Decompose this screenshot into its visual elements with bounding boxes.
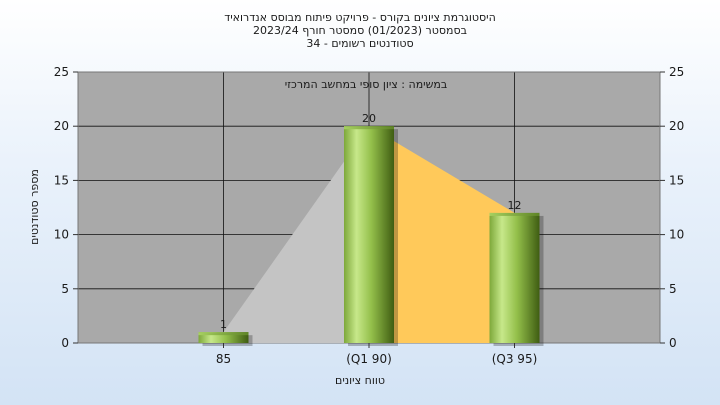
bar-top: [344, 126, 394, 130]
chart-title-line-2: בסמסטר (01/2023) סמסטר חורף 2023/24: [253, 24, 467, 37]
data-label: 12: [508, 199, 522, 212]
y-tick-label-right: 0: [669, 336, 677, 350]
y-tick-label-left: 10: [54, 228, 69, 242]
y-axis-right-ticks: 0 5 10 15 20 25: [660, 65, 684, 350]
x-axis-label: טווח ציונים: [335, 374, 385, 387]
y-tick-label-left: 5: [61, 282, 69, 296]
bar: [489, 212, 540, 343]
y-tick-label-left: 20: [54, 119, 69, 133]
y-tick-label-right: 25: [669, 65, 684, 79]
bar-top: [198, 332, 249, 336]
x-tick-label: (Q1 90): [346, 352, 392, 366]
y-axis-left-ticks: 0 5 10 15 20 25: [54, 65, 78, 350]
x-tick-label: 85: [216, 352, 231, 366]
data-label: 20: [362, 112, 376, 125]
data-label: 1: [220, 318, 227, 331]
bar: [344, 126, 394, 343]
trend-area-segment: [223, 126, 369, 343]
bar-top: [489, 212, 540, 216]
x-axis-ticks: 85 (Q1 90) (Q3 95): [216, 343, 537, 366]
chart-annotation: במשימה : ציון סופי במחשב המרכזי: [285, 78, 448, 91]
trend-area-segment: [369, 126, 515, 343]
y-tick-label-right: 10: [669, 228, 684, 242]
chart-title: היסטוגרמת ציונים בקורס - פרויקט פיתוח מב…: [224, 11, 496, 50]
y-tick-label-left: 0: [61, 336, 69, 350]
bar: [198, 332, 249, 343]
y-tick-label-left: 25: [54, 65, 69, 79]
chart-title-line-1: היסטוגרמת ציונים בקורס - פרויקט פיתוח מב…: [224, 11, 496, 24]
y-tick-label-right: 5: [669, 282, 677, 296]
data-labels: 1 20 12: [220, 112, 522, 331]
chart-title-line-3: סטודנטים רשומים - 34: [306, 37, 413, 50]
y-tick-label-right: 15: [669, 173, 684, 187]
y-tick-label-left: 15: [54, 173, 69, 187]
y-axis-label: מספר סטודנטים: [28, 169, 41, 245]
x-tick-label: (Q3 95): [492, 352, 538, 366]
trend-areas: [223, 126, 515, 343]
bars: [198, 126, 544, 346]
y-tick-label-right: 20: [669, 119, 684, 133]
